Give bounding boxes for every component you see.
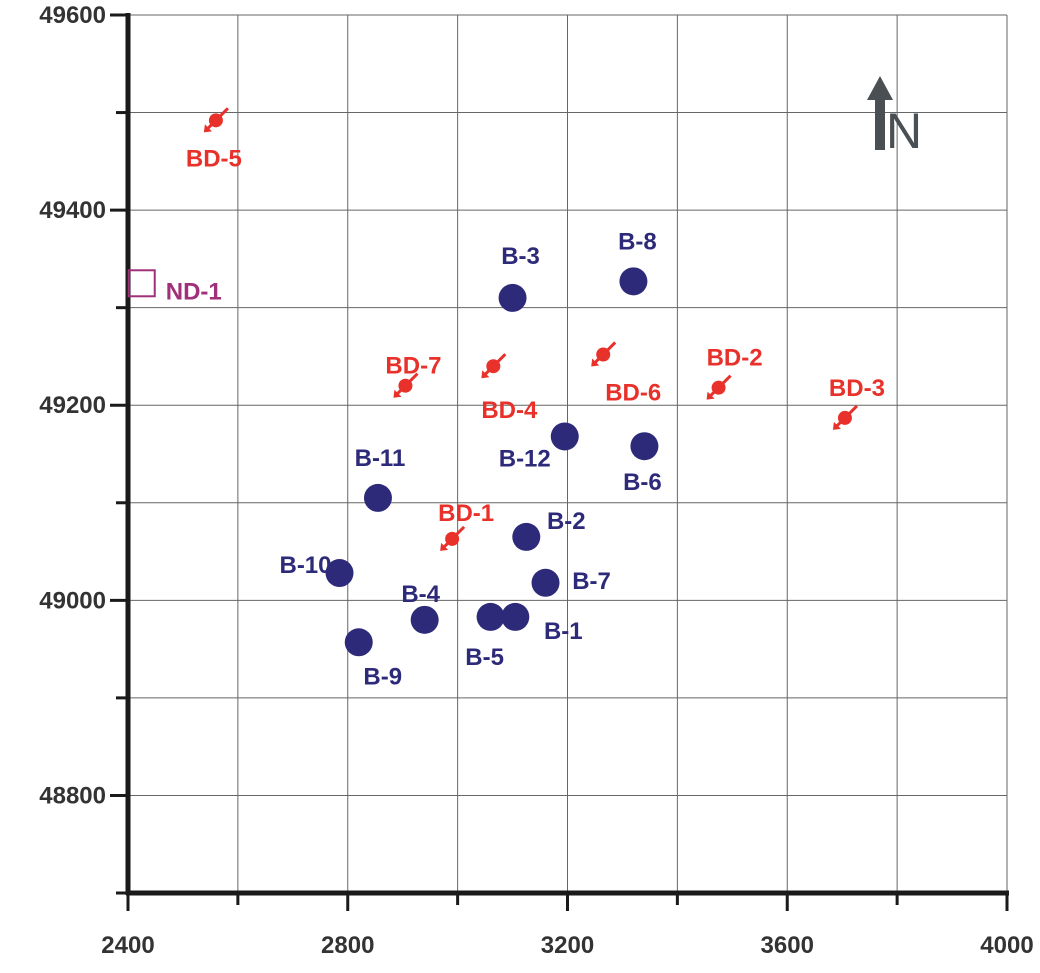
y-tick-label: 49600 [39,2,106,29]
well-label: BD-4 [481,397,538,424]
well-label: BD-5 [186,145,242,172]
north-arrow: N [867,76,922,159]
well-label: B-12 [499,445,551,472]
injector-well-marker [440,525,466,551]
well-label: BD-7 [385,353,441,380]
well-label: BD-3 [829,375,885,402]
north-arrow-icon [867,76,893,150]
producer-well-marker [476,602,505,631]
y-tick-label: 49200 [39,392,106,419]
y-tick-label: 49000 [39,587,106,614]
tick-labels: 2400 2800 3200 3600 4000 48800 49000 49200 49400… [39,2,1033,959]
well-label: ND-1 [166,278,222,305]
y-tick-label: 49400 [39,197,106,224]
injector-well-marker [832,404,858,430]
well-label: BD-6 [605,379,661,406]
producer-well-marker [630,432,659,461]
producer-well-marker [550,422,579,451]
producer-well-marker [619,267,648,296]
producer-well-marker [325,559,354,588]
well-label: B-4 [401,581,440,608]
north-label: N [886,103,922,159]
x-tick-label: 3200 [541,932,594,959]
grid-lines [128,14,1008,893]
injector-well-marker [203,107,229,133]
producer-well-marker [498,283,527,312]
producer-well-marker [512,522,541,551]
x-tick-label: 3600 [761,932,814,959]
well-label: BD-1 [438,500,494,527]
injector-well-marker [393,372,419,398]
x-tick-label: 4000 [980,932,1033,959]
well-label: BD-2 [707,345,763,372]
y-tick-label: 48800 [39,782,106,809]
well-label: B-10 [279,552,331,579]
well-label: B-6 [623,469,662,496]
producer-well-marker [410,605,439,634]
well-label: B-3 [501,243,540,270]
well-label: B-5 [465,644,504,671]
well-label: B-7 [572,568,611,595]
observation-well-marker [127,269,156,298]
producer-well-marker [344,628,373,657]
well-label: B-1 [544,618,583,645]
x-tick-label: 2400 [101,932,154,959]
well-label: B-2 [547,508,586,535]
axes [110,13,1009,911]
producer-well-marker [531,568,560,597]
injector-well-marker [481,353,507,379]
producer-well-marker [501,602,530,631]
well-label: B-9 [363,663,402,690]
well-labels: B-1 B-2 B-3 B-4 B-5 B-6 B-7 B-8 B-9 B-10 B-11 B-12 B… [166,145,885,690]
x-tick-label: 2800 [321,932,374,959]
producer-well-marker [363,483,392,512]
injector-well-marker [706,374,732,400]
well-label: B-8 [618,228,657,255]
well-markers [127,107,858,657]
well-label: B-11 [355,445,406,472]
injector-well-marker [591,341,617,367]
